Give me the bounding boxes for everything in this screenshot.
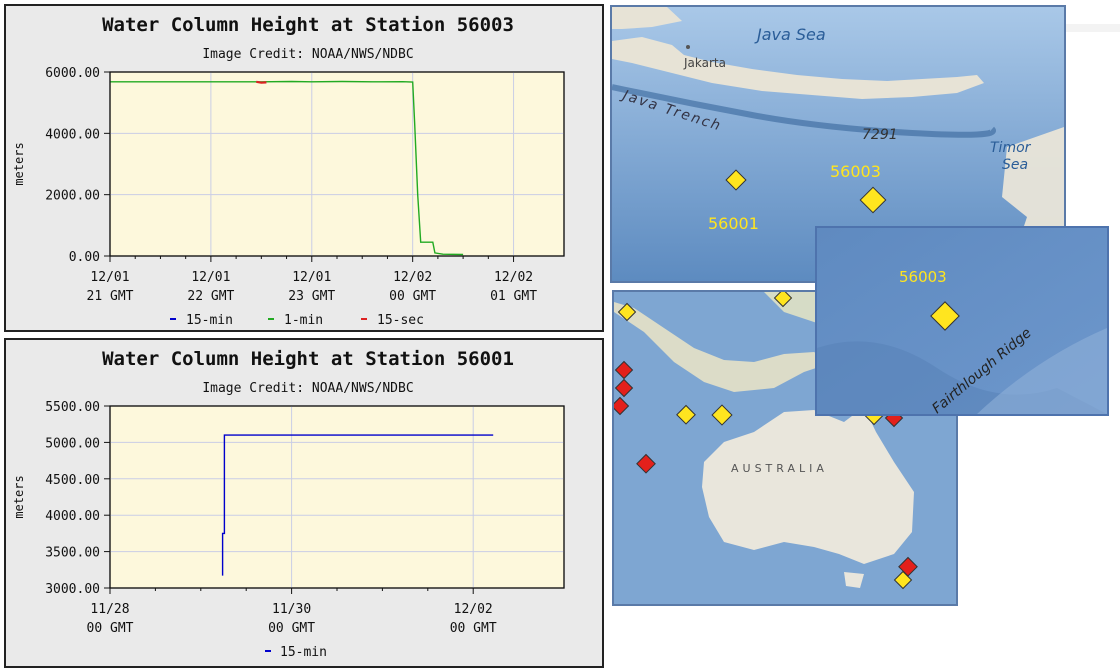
chart-title: Water Column Height at Station 56003 [102, 14, 514, 36]
x-tick-label-time: 00 GMT [389, 289, 436, 304]
decorative-line [1066, 24, 1120, 32]
tasmania-land [844, 572, 864, 588]
y-tick-label: 4500.00 [45, 473, 100, 488]
station-marker-56003[interactable] [930, 301, 960, 331]
x-tick-label-time: 00 GMT [87, 621, 134, 636]
y-tick-label: 0.00 [69, 250, 100, 265]
legend-item-15-sec: 15-sec [377, 313, 424, 328]
x-tick-label: 12/02 [454, 602, 493, 617]
station-marker-red[interactable] [614, 378, 634, 398]
australia-land [702, 407, 914, 564]
chart-panel-station-56003: Water Column Height at Station 56003 Ima… [4, 4, 604, 332]
x-tick-label: 12/02 [494, 270, 533, 285]
x-tick-label-time: 22 GMT [187, 289, 234, 304]
plot-border [109, 405, 565, 589]
map-inset-fairthlough-ridge: 56003 Fairthlough Ridge [815, 226, 1109, 416]
x-tick-label: 12/01 [90, 270, 129, 285]
series-line-15-sec [256, 80, 267, 84]
station-marker-56003[interactable] [859, 186, 887, 214]
x-tick-label-time: 00 GMT [268, 621, 315, 636]
y-tick-label: 6000.00 [45, 66, 100, 81]
x-tick-label: 12/01 [191, 270, 230, 285]
y-tick-label: 4000.00 [45, 509, 100, 524]
x-tick-label: 11/28 [90, 602, 129, 617]
legend-item-1-min: 1-min [284, 313, 323, 328]
station-marker-red[interactable] [614, 360, 634, 380]
chart-56001: Water Column Height at Station 56001 Ima… [12, 348, 565, 660]
x-tick-label-time: 01 GMT [490, 289, 537, 304]
plot-border [109, 71, 565, 257]
y-tick-label: 3000.00 [45, 582, 100, 597]
plot-area [109, 405, 565, 589]
label-depth: 7291 [862, 127, 898, 143]
chart-subtitle: Image Credit: NOAA/NWS/NDBC [202, 381, 413, 396]
legend: 15-min [265, 645, 327, 660]
x-tick-label-time: 00 GMT [450, 621, 497, 636]
station-marker[interactable] [773, 292, 793, 308]
series-line-1-min [110, 80, 464, 256]
station-label-56003: 56003 [899, 268, 947, 286]
station-marker-56001[interactable] [725, 169, 747, 191]
series-line-15-min [221, 434, 494, 576]
java-trench-line [612, 84, 996, 138]
chart-panel-station-56001: Water Column Height at Station 56001 Ima… [4, 338, 604, 668]
chart-subtitle: Image Credit: NOAA/NWS/NDBC [202, 47, 413, 62]
y-axis-label: meters [12, 142, 26, 185]
y-tick-label: 4000.00 [45, 127, 100, 142]
x-tick-label: 12/02 [393, 270, 432, 285]
station-marker[interactable] [676, 404, 696, 425]
y-axis-label: meters [12, 475, 26, 518]
label-java-sea: Java Sea [754, 25, 826, 44]
station-label-56001: 56001 [708, 214, 759, 233]
y-tick-label: 3500.00 [45, 546, 100, 561]
legend: 15-min 1-min 15-sec [170, 313, 424, 328]
label-timor: Timor [990, 140, 1032, 156]
x-tick-label: 12/01 [292, 270, 331, 285]
x-tick-label-time: 23 GMT [288, 289, 335, 304]
y-tick-label: 2000.00 [45, 189, 100, 204]
station-marker-red[interactable] [636, 453, 656, 474]
plot-area [109, 71, 565, 257]
y-tick-label: 5000.00 [45, 436, 100, 451]
label-jakarta: Jakarta [683, 56, 726, 70]
label-australia: AUSTRALIA [731, 462, 828, 475]
x-tick-label-time: 21 GMT [87, 289, 134, 304]
legend-item-15-min: 15-min [280, 645, 327, 660]
station-marker[interactable] [617, 302, 637, 322]
station-marker-red[interactable] [614, 396, 630, 416]
station-marker-red[interactable] [898, 556, 918, 577]
legend-item-15-min: 15-min [186, 313, 233, 328]
jakarta-dot [686, 45, 690, 49]
chart-title: Water Column Height at Station 56001 [102, 348, 514, 370]
java-island [612, 37, 984, 99]
y-tick-label: 5500.00 [45, 400, 100, 415]
x-tick-label: 11/30 [272, 602, 311, 617]
label-sea: Sea [1002, 157, 1028, 173]
chart-56003: Water Column Height at Station 56003 Ima… [12, 14, 565, 328]
map-inset-graphic: 56003 Fairthlough Ridge [817, 228, 1107, 414]
indonesia-land [614, 302, 834, 392]
station-label-56003: 56003 [830, 162, 881, 181]
sumatra-coast [612, 7, 682, 29]
station-marker[interactable] [711, 404, 733, 426]
